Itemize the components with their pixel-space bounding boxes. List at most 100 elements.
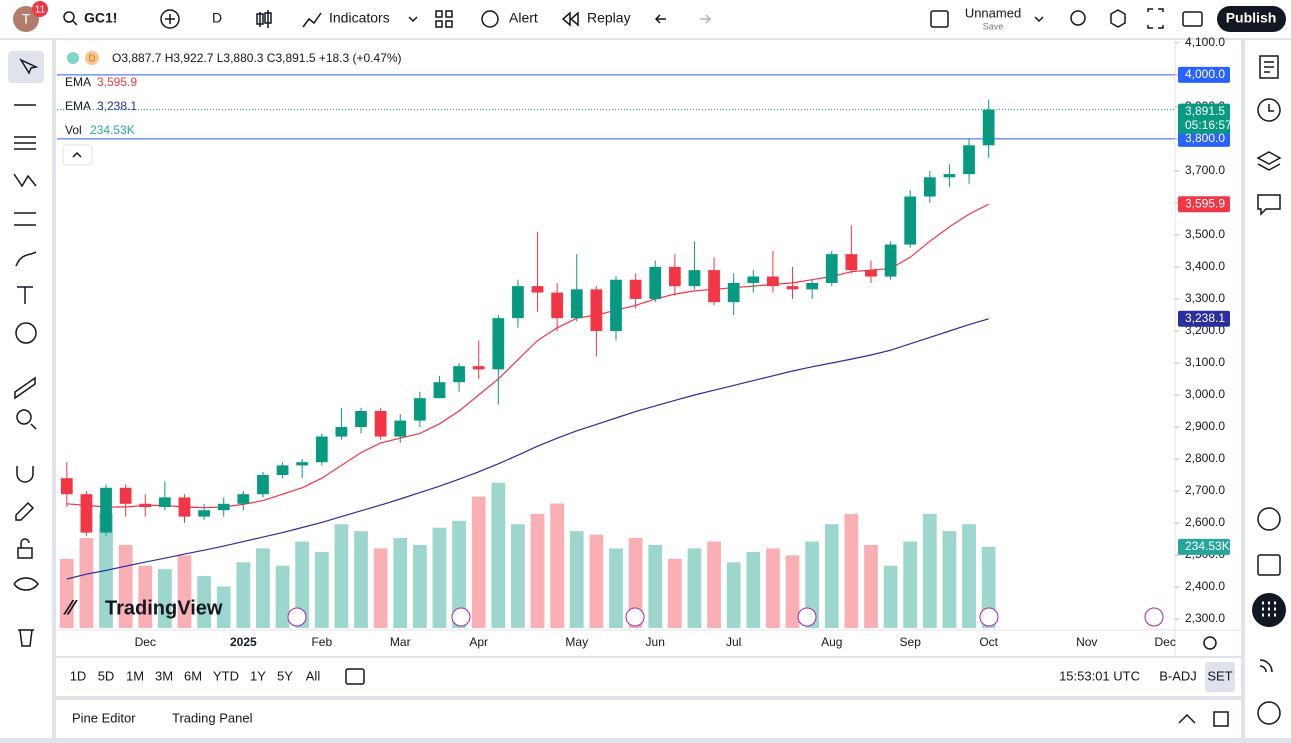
volume-bar — [491, 482, 506, 628]
volume-bar — [628, 538, 643, 628]
volume-bar — [314, 551, 329, 628]
range-button[interactable]: 6M — [184, 668, 202, 683]
candle-body — [335, 426, 348, 437]
event[interactable] — [625, 607, 645, 627]
volume-bar — [589, 534, 604, 628]
layout-name[interactable]: Unnamed — [965, 5, 1021, 20]
price-badge — [1178, 103, 1230, 134]
redo[interactable] — [700, 14, 712, 24]
x-tick-label: Dec — [135, 635, 156, 649]
volume-bar — [962, 524, 976, 628]
legend-ema-value: 3,238.1 — [97, 99, 137, 113]
volume-bar — [569, 531, 584, 628]
event[interactable] — [979, 607, 999, 627]
quick-search[interactable] — [1070, 10, 1086, 26]
indicators[interactable]: Indicators — [329, 10, 390, 26]
x-tick-label: Mar — [390, 635, 411, 649]
candle-body — [590, 289, 603, 331]
chevron — [408, 16, 418, 23]
y-tick-label: 2,800.0 — [1185, 451, 1225, 465]
badge — [32, 1, 48, 17]
panel-controls[interactable] — [1178, 711, 1229, 727]
undo[interactable] — [654, 14, 666, 24]
legend-vol: Vol — [65, 123, 82, 137]
volume-bar — [511, 524, 525, 628]
session[interactable]: SET — [1207, 668, 1232, 683]
event[interactable] — [1144, 607, 1164, 627]
volume-bar — [412, 544, 427, 628]
price-badge — [1178, 196, 1230, 213]
drawing-tools[interactable] — [13, 104, 37, 304]
layout-state: Save — [983, 21, 1004, 31]
collapse-legend[interactable] — [62, 144, 93, 166]
volume-bar — [922, 513, 937, 628]
fullscreen[interactable] — [1147, 8, 1164, 29]
x-tick-label: Apr — [469, 635, 488, 649]
ranges: 1D 5D 1M 3M 6M YTD 1Y 5Y All — [70, 668, 321, 683]
search-icon[interactable] — [63, 11, 75, 23]
calendar[interactable] — [1257, 554, 1281, 576]
templates[interactable] — [435, 10, 453, 28]
adjustment[interactable]: B-ADJ — [1159, 668, 1197, 683]
candle-body — [355, 410, 367, 427]
settings[interactable] — [1110, 9, 1126, 28]
range-button[interactable]: 5Y — [277, 668, 293, 683]
event[interactable] — [797, 607, 817, 627]
y-tick-label: 2,900.0 — [1185, 419, 1225, 433]
range-button[interactable]: 1Y — [250, 668, 266, 683]
badge-count: 11 — [35, 5, 46, 16]
cursor-tool[interactable] — [19, 58, 39, 75]
range-button[interactable]: 1D — [70, 668, 87, 683]
chart-type[interactable] — [256, 10, 272, 28]
snapshot[interactable] — [1182, 11, 1203, 27]
right-sidebar — [1245, 40, 1291, 738]
alert[interactable]: Alert — [509, 10, 538, 26]
sidebar-tools[interactable] — [1257, 659, 1281, 725]
sidebar-tools[interactable] — [1256, 55, 1282, 216]
volume-bar — [981, 546, 996, 628]
candle-body — [786, 286, 799, 290]
tab[interactable]: Trading Panel — [172, 710, 253, 725]
add-symbol[interactable] — [160, 9, 180, 29]
tools[interactable] — [13, 376, 39, 647]
y-tick-label: 2,400.0 — [1185, 579, 1225, 593]
volume-bar — [471, 496, 486, 628]
symbol[interactable]: GC1! — [84, 10, 117, 26]
interval[interactable]: D — [212, 10, 222, 26]
range-button[interactable]: 5D — [98, 668, 115, 683]
y-tick-label: 3,700.0 — [1185, 163, 1225, 177]
candle-body — [315, 436, 328, 463]
candle-body — [865, 270, 877, 277]
avatar[interactable] — [13, 6, 39, 32]
range-button[interactable]: 3M — [155, 668, 173, 683]
candle-body — [688, 270, 701, 287]
volume-bar — [746, 551, 761, 628]
tab[interactable]: Pine Editor — [72, 710, 136, 725]
candle-body — [492, 318, 505, 370]
emoji-tool[interactable] — [15, 322, 37, 344]
candle-body — [531, 286, 544, 293]
event[interactable] — [287, 607, 307, 627]
replay[interactable]: Replay — [587, 10, 631, 26]
axis-settings[interactable] — [1203, 636, 1217, 650]
volume-bar — [216, 586, 231, 628]
candle-body — [296, 462, 309, 466]
layout-icon[interactable] — [930, 10, 949, 28]
publish-button[interactable] — [1217, 6, 1286, 32]
price-badge — [1178, 538, 1230, 555]
chevron — [1034, 16, 1044, 23]
range-button[interactable]: All — [306, 668, 321, 683]
date-range[interactable] — [345, 668, 365, 685]
range-button[interactable]: YTD — [213, 668, 239, 683]
volume-bar — [648, 544, 663, 628]
range-button[interactable]: 1M — [126, 668, 144, 683]
x-tick-label: Aug — [821, 635, 842, 649]
event[interactable] — [451, 607, 471, 627]
price-badge-label: 3,891.5 — [1185, 104, 1225, 118]
candle-body — [100, 487, 112, 533]
price-badge-label: 3,238.1 — [1185, 311, 1225, 325]
sidebar-tool[interactable] — [1257, 507, 1281, 531]
candle-body — [767, 276, 779, 287]
volume-bar — [883, 565, 898, 628]
